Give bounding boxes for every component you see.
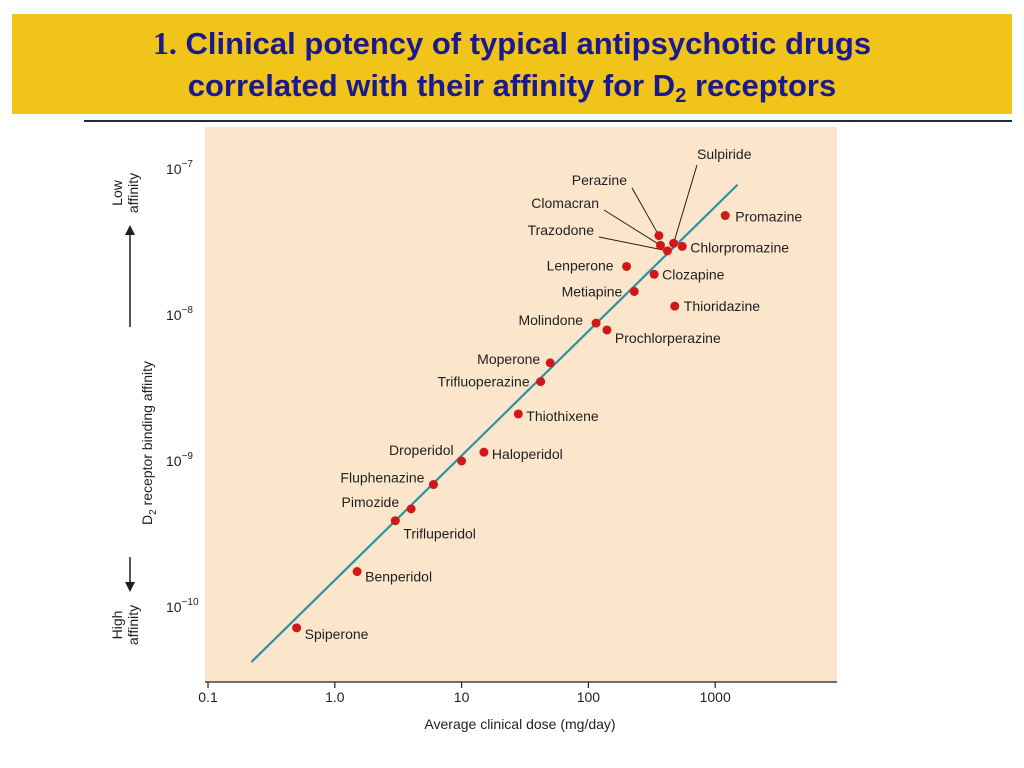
chart-figure: 0.1 1.0 10 100 1000 10−7 10−8 10−9 10−10 Averag… (100, 125, 840, 745)
label-thiothixene: Thiothixene (526, 408, 599, 424)
slide-title-line-2: correlated with their affinity for D2 re… (188, 65, 836, 107)
label-clozapine: Clozapine (662, 266, 724, 282)
x-tick-label: 0.1 (198, 689, 218, 705)
high-affinity-label-1: High (109, 611, 125, 640)
point-metiapine (629, 286, 639, 296)
data-labels: Sulpiride Promazine Perazine Clomacran Trazo… (305, 146, 803, 642)
slide-title-text-2-end: receptors (686, 67, 837, 103)
slide-title-text-2: correlated with their affinity for D (187, 67, 676, 103)
x-tick-label: 10 (454, 689, 470, 705)
point-trifluperidol (390, 516, 400, 526)
data-points (292, 211, 730, 633)
label-pimozide: Pimozide (342, 494, 400, 510)
label-benperidol: Benperidol (365, 569, 432, 585)
label-perazine: Perazine (572, 172, 627, 188)
y-tick-label: 10−10 (166, 597, 199, 615)
label-promazine: Promazine (735, 209, 802, 225)
point-clozapine (649, 269, 659, 279)
x-tick-label: 1000 (700, 689, 731, 705)
point-perazine (654, 231, 664, 241)
leader-clomacran (603, 209, 661, 246)
point-molindone (591, 318, 601, 328)
fit-line-group (250, 183, 739, 663)
y-tick-label: 10−8 (166, 305, 193, 323)
point-spiperone (292, 623, 302, 633)
point-prochlorperazine (602, 325, 612, 335)
leader-perazine (631, 187, 660, 236)
x-axis-title: Average clinical dose (mg/day) (424, 716, 615, 732)
y-axis-ticks: 10−7 10−8 10−9 10−10 (166, 159, 199, 615)
label-clomacran: Clomacran (531, 195, 599, 211)
y-axis-title: D2 receptor binding affinity (139, 361, 159, 525)
point-droperidol (457, 456, 467, 466)
point-moperone (545, 358, 555, 368)
x-tick-label: 100 (577, 689, 601, 705)
label-prochlorperazine: Prochlorperazine (615, 330, 721, 346)
slide-title-text-1: Clinical potency of typical antipsychoti… (185, 25, 872, 61)
x-axis-ticks: 0.1 1.0 10 100 1000 (198, 682, 731, 705)
high-affinity-label-2: affinity (125, 605, 141, 645)
leader-trazodone (598, 236, 668, 252)
point-haloperidol (479, 447, 489, 457)
point-trifluoperazine (536, 377, 546, 387)
label-sulpiride: Sulpiride (697, 146, 752, 162)
label-droperidol: Droperidol (389, 442, 454, 458)
label-spiperone: Spiperone (305, 626, 369, 642)
label-haloperidol: Haloperidol (492, 446, 563, 462)
point-lenperone (622, 261, 632, 271)
label-moperone: Moperone (477, 351, 540, 367)
label-molindone: Molindone (518, 312, 583, 328)
label-metiapine: Metiapine (562, 283, 623, 299)
label-fluphenazine: Fluphenazine (340, 470, 424, 486)
slide-title-banner: 1. Clinical potency of typical antipsych… (12, 14, 1012, 114)
label-trazodone: Trazodone (528, 222, 595, 238)
point-thiothixene (513, 409, 523, 419)
label-trifluoperazine: Trifluoperazine (438, 374, 530, 390)
point-thioridazine (670, 301, 680, 311)
point-pimozide (406, 504, 416, 514)
scatter-chart: 0.1 1.0 10 100 1000 10−7 10−8 10−9 10−10 Averag… (109, 127, 837, 732)
point-benperidol (352, 567, 362, 577)
plot-area (205, 127, 837, 682)
y-tick-label: 10−9 (166, 451, 193, 469)
label-trifluperidol: Trifluperidol (403, 526, 476, 542)
label-lenperone: Lenperone (547, 257, 614, 273)
y-tick-label: 10−7 (166, 159, 193, 177)
low-affinity-label-1: Low (109, 179, 125, 206)
low-affinity-label-2: affinity (125, 173, 141, 213)
point-fluphenazine (428, 480, 438, 490)
x-tick-label: 1.0 (325, 689, 345, 705)
label-thioridazine: Thioridazine (684, 298, 760, 314)
label-chlorpromazine: Chlorpromazine (690, 239, 789, 255)
title-divider (84, 120, 1012, 122)
slide-title-subscript: 2 (675, 84, 687, 107)
fit-line (250, 183, 739, 663)
point-sulpiride (669, 238, 679, 248)
point-clomacran (655, 240, 665, 250)
point-promazine (720, 211, 730, 221)
point-chlorpromazine (677, 241, 687, 251)
label-leader-lines (598, 164, 698, 252)
slide-number: 1. (152, 24, 177, 61)
leader-sulpiride (673, 164, 698, 244)
point-trazodone (662, 246, 672, 256)
slide-title-line-1: 1. Clinical potency of typical antipsych… (153, 22, 871, 65)
